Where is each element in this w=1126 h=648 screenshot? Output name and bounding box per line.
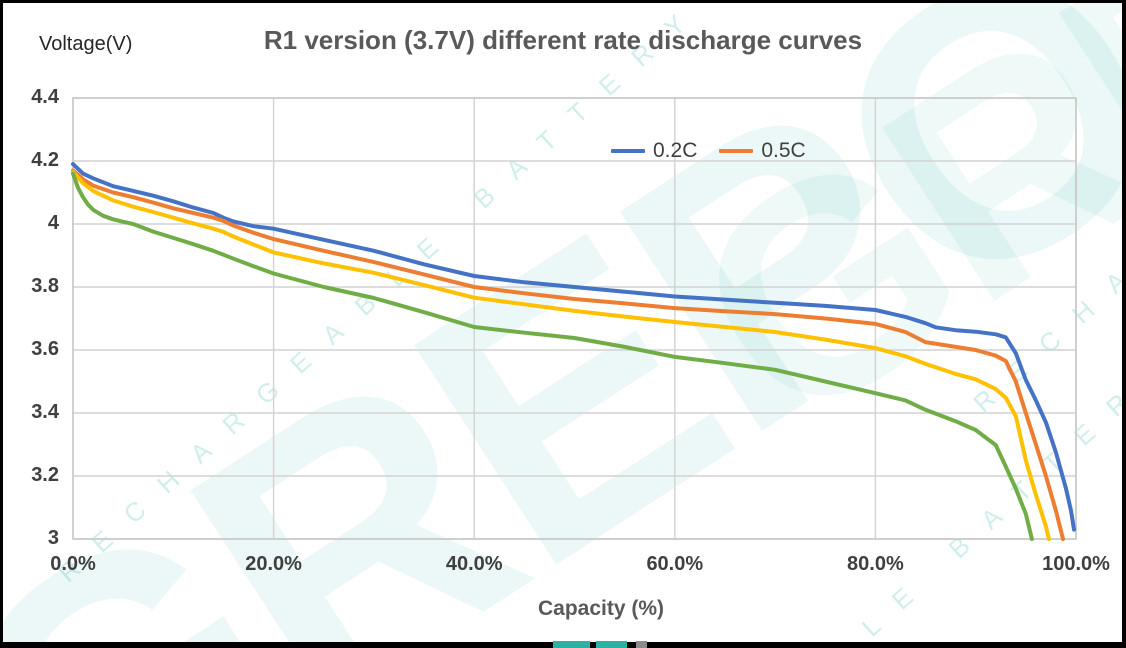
y-axis-title: Voltage(V)	[39, 33, 133, 55]
x-tick-label: 100.0%	[1042, 553, 1110, 575]
legend-item-0.5C: 0.5C	[719, 139, 806, 163]
logo-strip-square	[596, 641, 627, 648]
y-tick-label: 4.2	[31, 149, 59, 171]
y-tick-label: 4.4	[31, 86, 59, 108]
legend-item-0.2C: 0.2C	[611, 139, 697, 163]
x-tick-label: 0.0%	[50, 553, 96, 575]
y-tick-label: 3	[47, 527, 59, 549]
discharge-curves-plot	[71, 97, 1077, 541]
x-tick-label: 40.0%	[445, 553, 503, 575]
y-tick-label: 4	[47, 212, 59, 234]
y-tick-label: 3.2	[31, 464, 59, 486]
x-tick-label: 80.0%	[847, 553, 904, 575]
legend-line-swatch	[611, 149, 645, 153]
logo-strip-square	[553, 641, 590, 648]
x-tick-label: 60.0%	[646, 553, 704, 575]
legend: 0.2C 0.5C	[611, 139, 806, 163]
x-axis-title: Capacity (%)	[537, 597, 665, 620]
curve-0.5C	[71, 168, 1065, 541]
curve-0.2C	[71, 162, 1076, 532]
legend-line-swatch	[719, 149, 754, 153]
logo-strip-square	[636, 641, 647, 648]
y-tick-label: 3.6	[31, 338, 59, 360]
legend-label: 0.2C	[653, 139, 698, 162]
legend-label: 0.5C	[761, 139, 806, 162]
curve-unlabeled-green	[71, 171, 1034, 541]
plot-border	[72, 97, 1077, 540]
curve-unlabeled-yellow	[71, 170, 1051, 541]
y-tick-label: 3.8	[31, 275, 59, 297]
x-tick-label: 20.0%	[245, 553, 302, 575]
y-tick-label: 3.4	[31, 401, 59, 423]
chart-canvas: GREPOW GREPOW RECHARGEABLE BATTERY RECHA…	[3, 3, 1122, 642]
chart-title: R1 version (3.7V) different rate dischar…	[263, 25, 863, 55]
